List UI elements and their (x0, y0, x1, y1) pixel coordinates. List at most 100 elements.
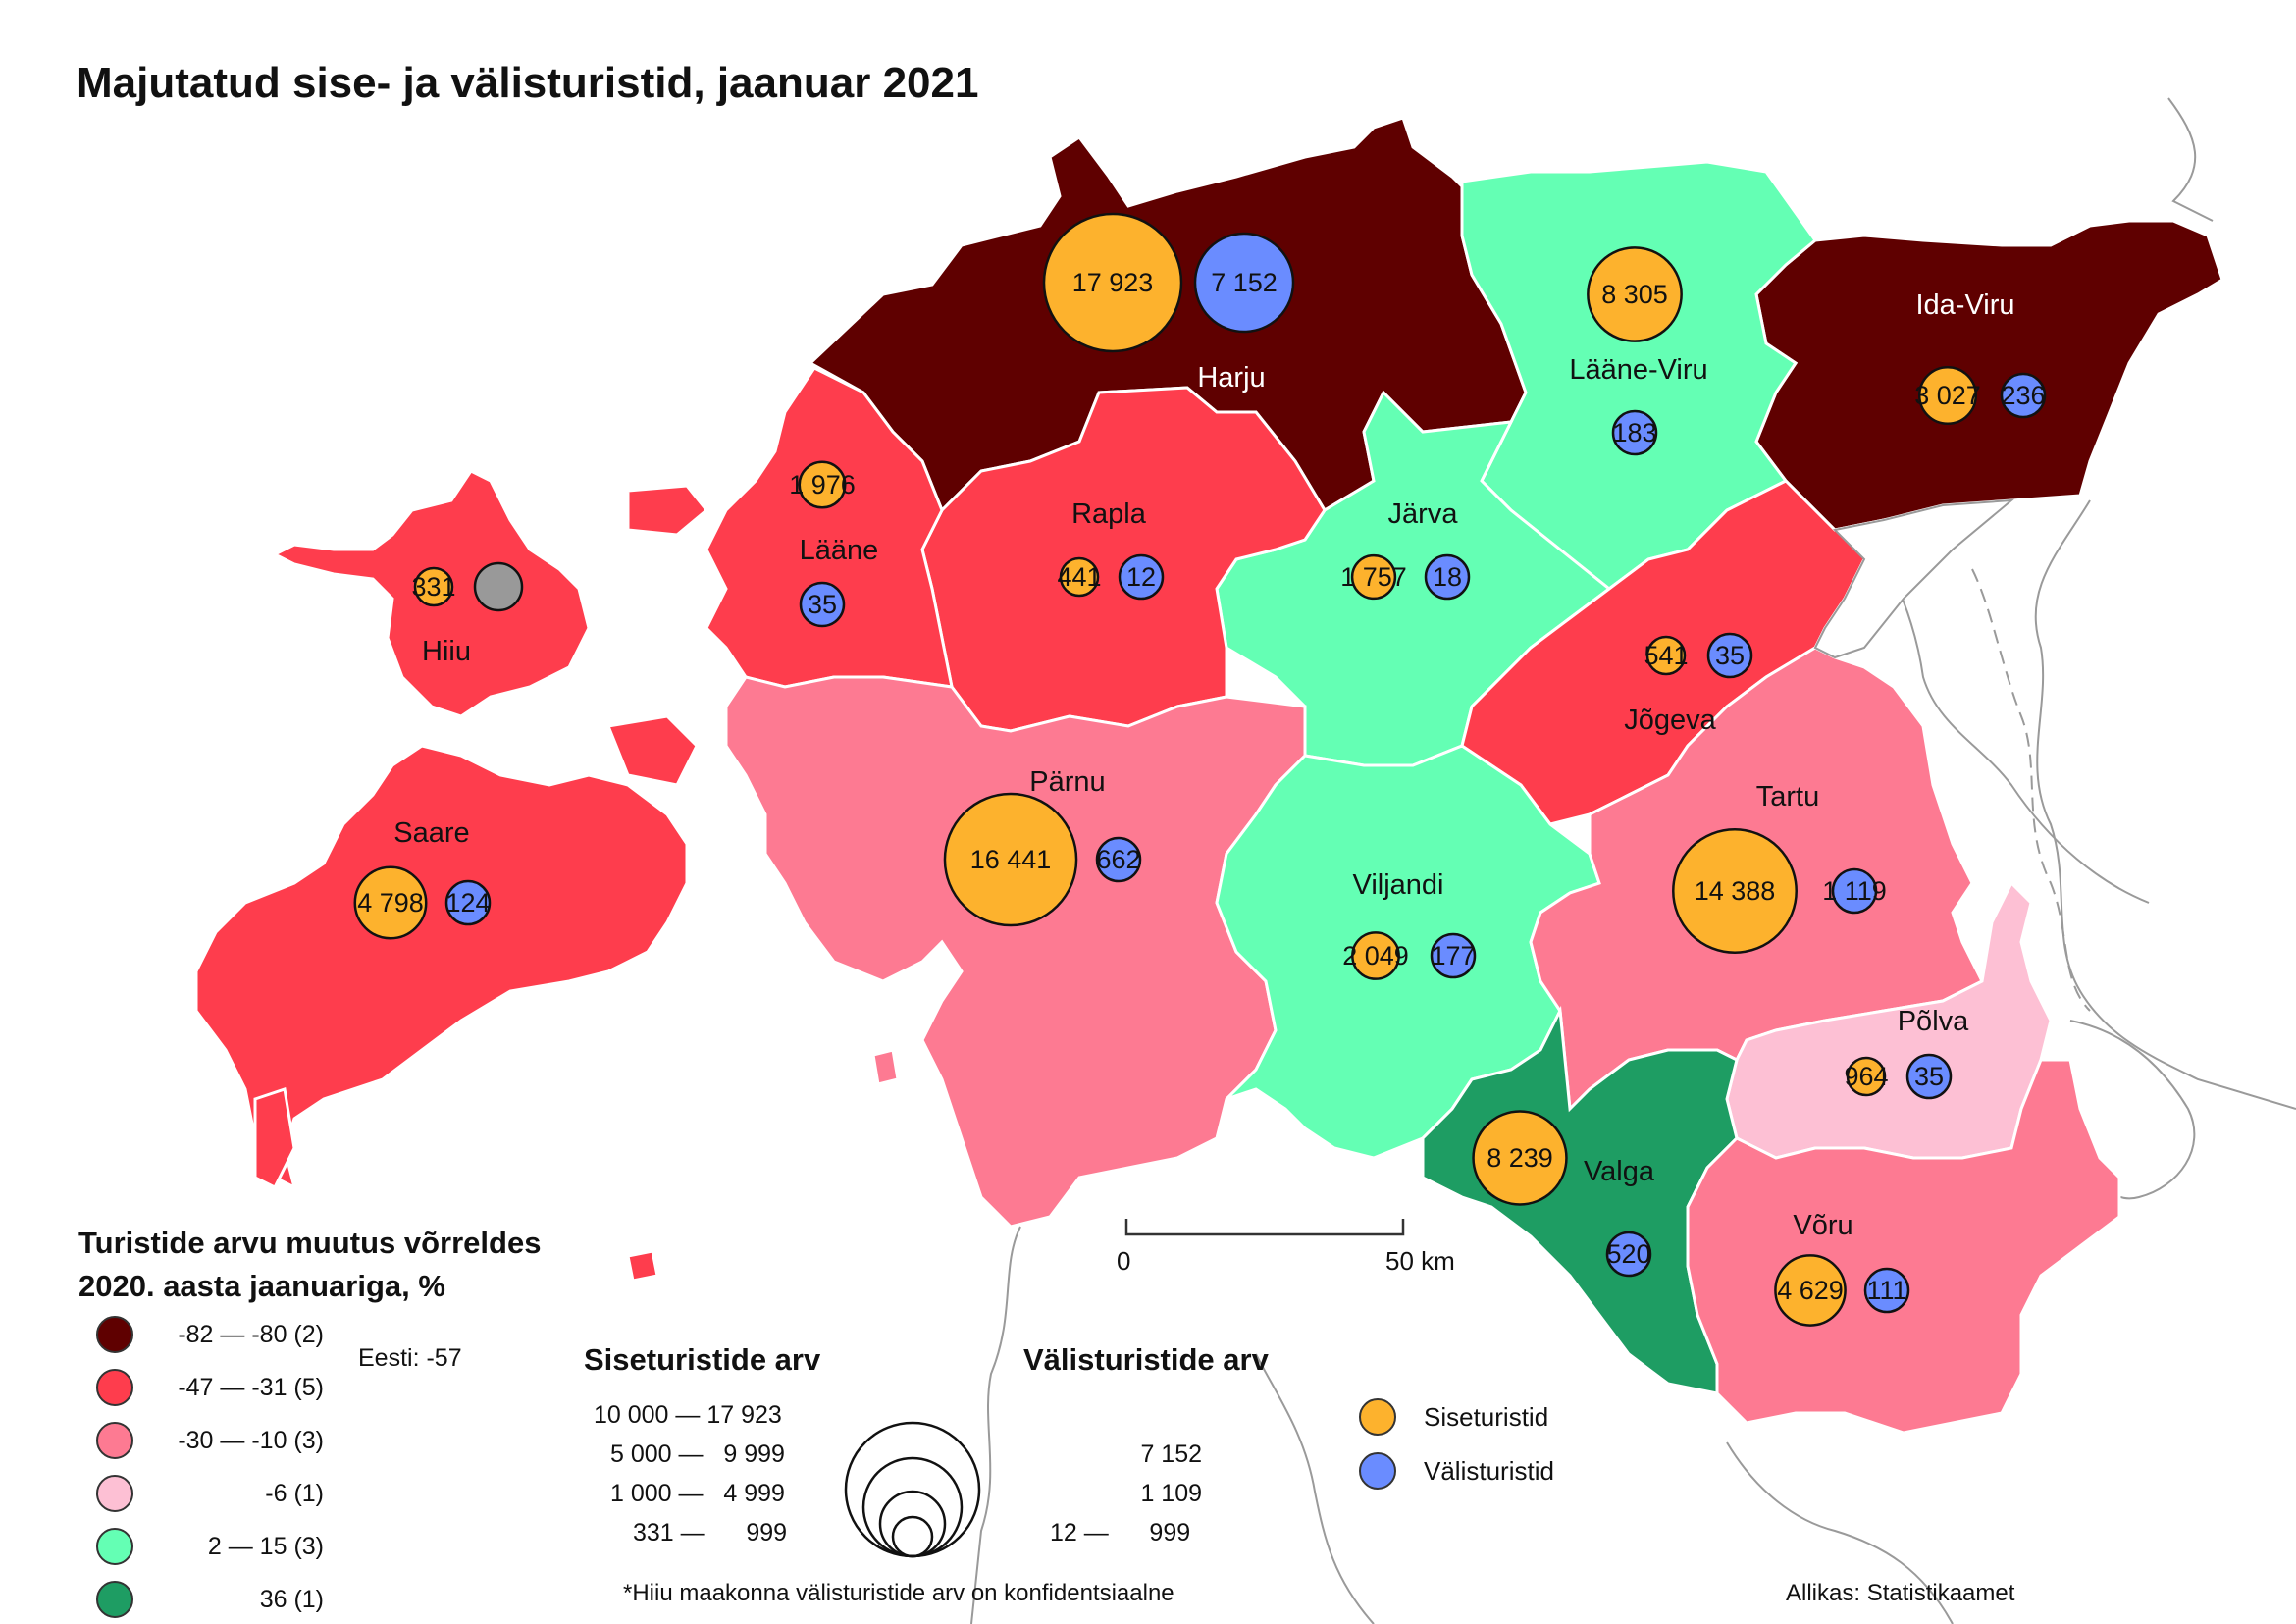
region-label-laane: Lääne (800, 535, 879, 566)
key-foreign: Välisturistid (1359, 1452, 1554, 1490)
foreign-size-class: 7 152 (1140, 1441, 1202, 1468)
domestic-bubble-label: 541 (1644, 641, 1688, 670)
region-label-tartu: Tartu (1756, 781, 1819, 812)
size-legend-circles (844, 1421, 981, 1558)
domestic-bubble (1917, 365, 1978, 426)
region-labels: Harju Ida-Viru Lääne-Viru Järva Rapla Lä… (393, 289, 2014, 1241)
island-vormsi (626, 484, 709, 537)
domestic-bubble-label: 8 305 (1601, 280, 1668, 309)
region-label-jogeva: Jõgeva (1624, 705, 1716, 736)
foreign-bubble-label: 7 152 (1211, 268, 1278, 297)
lake-peipus (1813, 498, 2015, 659)
foreign-bubble-label: 35 (808, 590, 837, 619)
foreign-bubble-label: 124 (445, 888, 490, 917)
foreign-bubble-label: 236 (2001, 381, 2045, 410)
foreign-bubble-label: 18 (1433, 562, 1462, 592)
foreign-bubble (444, 879, 492, 926)
legend-swatch (96, 1316, 133, 1353)
foreign-bubble (1863, 1267, 1910, 1314)
domestic-size-class: 331 — 999 (633, 1519, 788, 1546)
region-ida-viru[interactable] (1754, 219, 2224, 532)
foreign-size-title: Välisturistide arv (1023, 1342, 1269, 1377)
foreign-bubble-label: 662 (1096, 845, 1140, 874)
domestic-bubble (1846, 1056, 1887, 1097)
region-parnu[interactable] (724, 675, 1307, 1229)
domestic-bubble-label: 8 239 (1487, 1143, 1553, 1173)
legend-swatch (96, 1369, 133, 1406)
legend-item (96, 1315, 133, 1354)
region-label-jarva: Järva (1388, 498, 1459, 530)
source: Allikas: Statistikaamet (1786, 1580, 2015, 1606)
region-label-harju: Harju (1197, 362, 1265, 393)
domestic-bubble-label: 2 049 (1342, 941, 1409, 970)
island-saare-tip (253, 1087, 296, 1190)
confidential-bubble (473, 561, 524, 612)
foreign-bubble-label: 35 (1914, 1062, 1944, 1091)
domestic-size-class: 5 000 — 9 999 (610, 1441, 785, 1468)
domestic-bubble-label: 1 976 (789, 470, 856, 499)
domestic-bubble-label: 16 441 (970, 845, 1052, 874)
domestic-size-class: 10 000 — 17 923 (594, 1401, 782, 1429)
legend-item (96, 1580, 133, 1619)
foreign-bubble-label: 35 (1715, 641, 1745, 670)
legend-title: Turistide arvu muutus võrreldes 2020. aa… (78, 1222, 541, 1308)
domestic-bubble (1672, 828, 1798, 954)
foreign-bubble-label: 520 (1606, 1239, 1650, 1269)
region-label-ida-viru: Ida-Viru (1915, 289, 2014, 321)
foreign-bubble-label: 1 119 (1822, 876, 1887, 906)
domestic-size-class: 1 000 — 4 999 (610, 1480, 785, 1507)
legend-swatch (96, 1528, 133, 1565)
domestic-bubble-label: 4 798 (357, 888, 424, 917)
foreign-bubble (1424, 553, 1471, 601)
legend-label: -82 — -80 (2) (178, 1321, 324, 1348)
region-label-valga: Valga (1584, 1156, 1655, 1187)
domestic-bubble-label: 964 (1844, 1062, 1888, 1091)
domestic-dot-icon (1359, 1398, 1396, 1436)
legend-swatch (96, 1475, 133, 1512)
foreign-dot-icon (1359, 1452, 1396, 1490)
scale-start: 0 (1117, 1246, 1131, 1276)
legend-item (96, 1421, 133, 1460)
legend-item (96, 1527, 133, 1566)
region-saare[interactable] (194, 744, 689, 1190)
region-label-hiiu: Hiiu (422, 636, 471, 667)
island-ruhnu (626, 1249, 659, 1283)
domestic-bubble (413, 566, 454, 607)
domestic-bubble-label: 4 629 (1777, 1276, 1844, 1305)
domestic-bubble (1042, 212, 1183, 353)
legend-swatch (96, 1422, 133, 1459)
domestic-bubble (1472, 1110, 1568, 1206)
regions (194, 116, 2224, 1435)
region-label-parnu: Pärnu (1029, 766, 1105, 798)
key-foreign-label: Välisturistid (1424, 1455, 1554, 1486)
domestic-bubble-label: 17 923 (1072, 268, 1154, 297)
domestic-bubble (353, 865, 428, 940)
foreign-bubble (1831, 867, 1878, 915)
legend-item (96, 1474, 133, 1513)
foreign-bubble-label: 111 (1866, 1276, 1906, 1305)
foreign-bubble (1193, 232, 1295, 334)
foreign-bubble (799, 581, 846, 628)
domestic-bubble-label: 331 (411, 572, 455, 602)
foreign-bubble (1905, 1053, 1953, 1100)
region-label-saare: Saare (393, 817, 469, 849)
eesti-total: Eesti: -57 (358, 1344, 462, 1372)
domestic-bubble (1774, 1254, 1847, 1327)
domestic-bubble (1351, 931, 1400, 980)
foreign-size-class: 12 — 999 (1050, 1519, 1191, 1546)
domestic-bubble (1645, 635, 1687, 676)
foreign-bubble (1118, 553, 1165, 601)
legend-swatch (96, 1581, 133, 1618)
key-domestic-label: Siseturistid (1424, 1401, 1549, 1432)
domestic-bubble (1059, 556, 1100, 598)
legend-label: -30 — -10 (3) (178, 1427, 324, 1454)
scale-bar (1124, 1219, 1405, 1236)
region-label-viljandi: Viljandi (1353, 869, 1444, 901)
region-label-polva: Põlva (1898, 1006, 1969, 1037)
region-voru[interactable] (1686, 1058, 2121, 1435)
foreign-bubble (1605, 1231, 1652, 1278)
legend-title-line2: 2020. aasta jaanuariga, % (78, 1269, 445, 1303)
foreign-bubble (1430, 932, 1477, 979)
domestic-bubble (1350, 553, 1397, 601)
